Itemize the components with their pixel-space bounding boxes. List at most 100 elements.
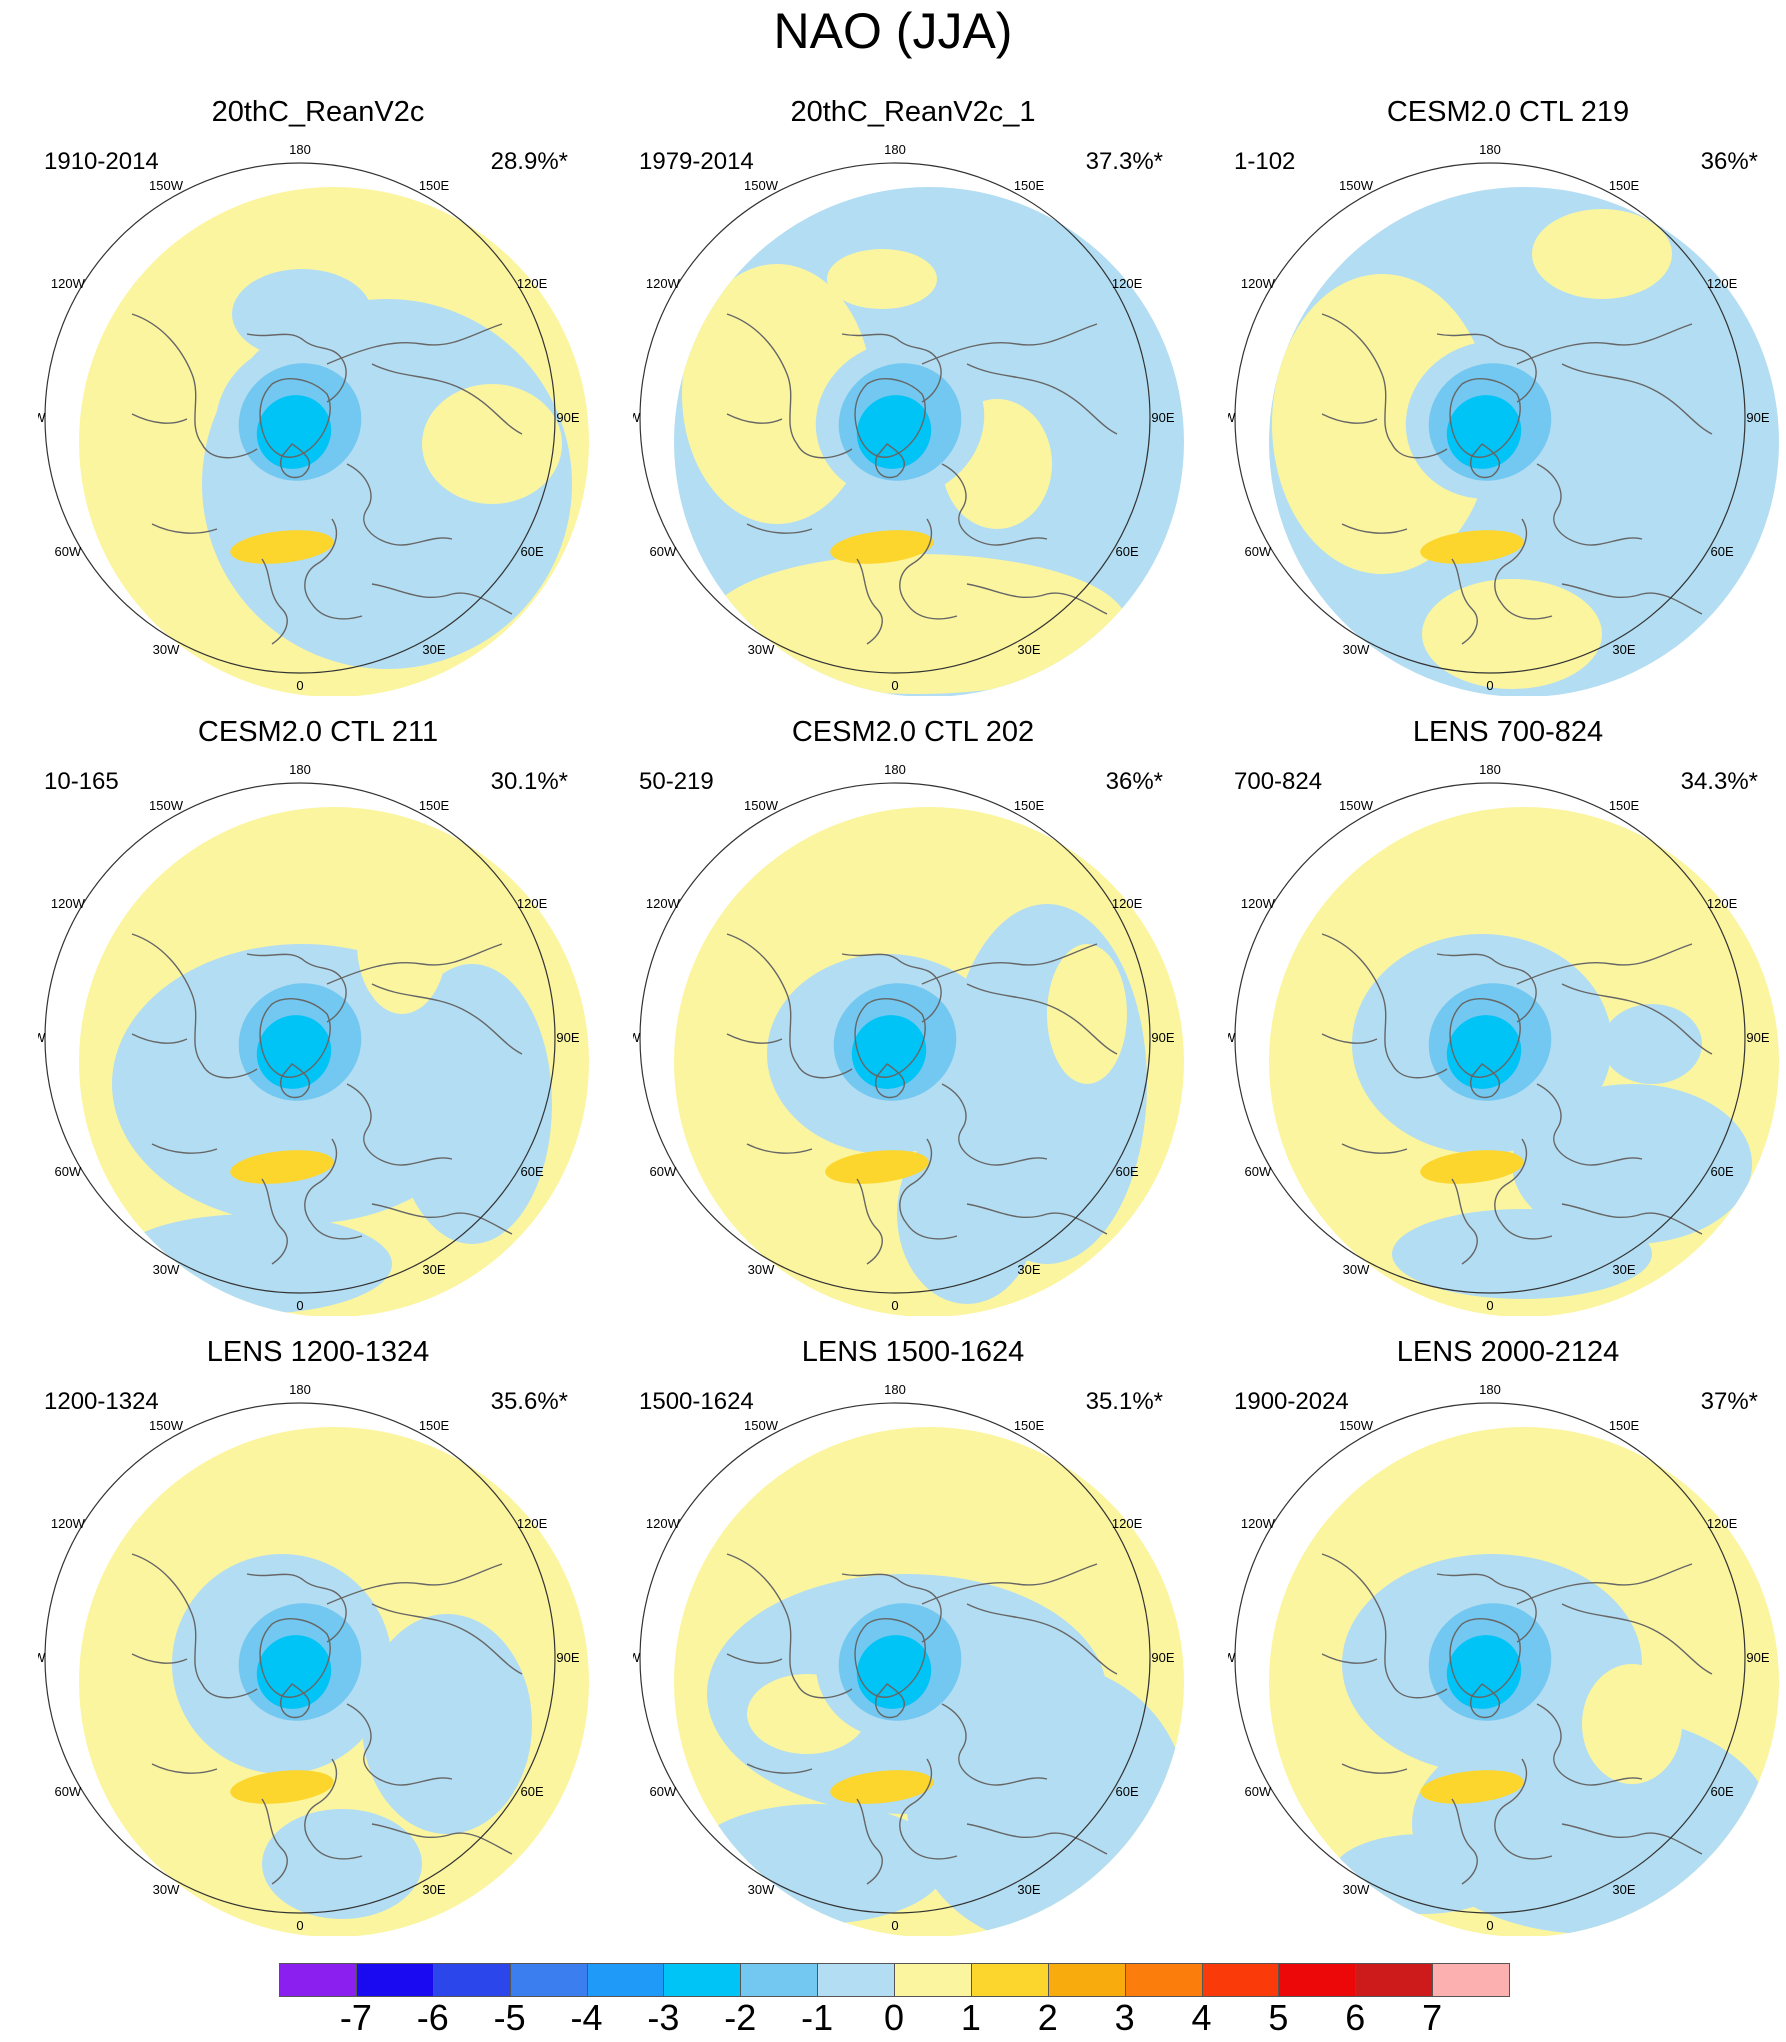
anomaly-region [1392, 1209, 1652, 1299]
longitude-label: 180 [289, 762, 311, 777]
polar-map: 180 150E 120E 90E 60E 30E 0 30W 60W 90W 120W 150W [1228, 142, 1779, 696]
panel-title: CESM2.0 CTL 211 [197, 716, 439, 748]
coastlines [1321, 1553, 1713, 1885]
panel-period: 700-824 [1234, 768, 1323, 795]
anomaly-region [1582, 1664, 1682, 1784]
explained-variance: 37.3%* [1085, 148, 1163, 175]
coastlines [1321, 313, 1713, 645]
longitude-label: 60E [1116, 544, 1139, 559]
panel-title: CESM2.0 CTL 202 [791, 716, 1035, 748]
longitude-label: 60W [55, 544, 82, 559]
colorbar-segment [1047, 1963, 1126, 1997]
map-panel: LENS 1200-1324 1200-1324 35.6%* 180 150E 120E… [38, 1336, 598, 1936]
colorbar-tick-label: 1 [960, 1997, 981, 2038]
explained-variance: 34.3%* [1680, 768, 1758, 795]
longitude-label: 150E [1609, 798, 1640, 813]
longitude-label: 30W [748, 642, 775, 657]
longitude-label: 30E [1612, 1262, 1635, 1277]
longitude-label: 0 [891, 678, 898, 693]
anomaly-region [1272, 274, 1492, 574]
longitude-label: 90E [1151, 410, 1174, 425]
colorbar-tick-label: 5 [1268, 1997, 1289, 2038]
positive-anomaly-region [1420, 1770, 1524, 1804]
map-panel: LENS 1500-1624 1500-1624 35.1%* 180 150E 120E… [633, 1336, 1193, 1936]
panel-period: 50-219 [639, 768, 714, 795]
colorbar-tick-label: -1 [801, 1997, 834, 2038]
negative-anomaly-region [856, 1635, 932, 1709]
longitude-label: 0 [296, 1918, 303, 1933]
explained-variance: 36%* [1700, 148, 1758, 175]
longitude-label: 180 [1479, 142, 1501, 157]
longitude-label: 30E [422, 1882, 445, 1897]
map-panel: CESM2.0 CTL 202 50-219 36%* 180 150E 120E 90E 6… [633, 716, 1193, 1316]
negative-anomaly-region [1446, 395, 1522, 469]
longitude-label: 90W [1228, 1650, 1236, 1665]
longitude-label: 60E [1116, 1164, 1139, 1179]
colorbar-tick-label: 0 [883, 1997, 905, 2038]
map-panel: LENS 2000-2124 1900-2024 37%* 180 150E 120E 90… [1228, 1336, 1786, 1936]
figure-title: NAO (JJA) [773, 3, 1013, 59]
coastlines [726, 313, 1118, 645]
longitude-label: 60E [1711, 544, 1734, 559]
longitude-label: 30E [422, 642, 445, 657]
longitude-label: 30W [153, 1262, 180, 1277]
colorbar-segment [1432, 1963, 1510, 1997]
colorbar-segment [663, 1963, 742, 1997]
longitude-label: 120E [1112, 896, 1143, 911]
panel-title: LENS 700-824 [1412, 716, 1604, 748]
polar-map: 180 150E 120E 90E 60E 30E 0 30W 60W 90W 120W 150W [38, 1382, 589, 1936]
colorbar-tick-label: -5 [493, 1997, 526, 2038]
explained-variance: 35.1%* [1085, 1388, 1163, 1415]
coastlines [726, 933, 1118, 1265]
longitude-label: 30E [422, 1262, 445, 1277]
positive-anomaly-region [830, 1770, 934, 1804]
negative-anomaly-region [256, 1015, 332, 1089]
longitude-label: 30W [153, 1882, 180, 1897]
anomaly-region [232, 269, 372, 359]
polar-map: 180 150E 120E 90E 60E 30E 0 30W 60W 90W 120W 150W [1228, 1382, 1779, 1936]
polar-map: 180 150E 120E 90E 60E 30E 0 30W 60W 90W 120W 150W [633, 1382, 1184, 1936]
colorbar-segment [1278, 1963, 1357, 1997]
map-panel: 20thC_ReanV2c_1 1979-2014 37.3%* 180 150E 120… [633, 96, 1193, 696]
longitude-label: 30E [1017, 1882, 1040, 1897]
longitude-label: 30W [1343, 642, 1370, 657]
longitude-label: 180 [1479, 1382, 1501, 1397]
map-boundary [639, 162, 1151, 674]
map-panel: CESM2.0 CTL 219 1-102 36%* 180 150E 120E 90E 60… [1228, 96, 1786, 696]
longitude-label: 180 [289, 142, 311, 157]
longitude-label: 60W [650, 1784, 677, 1799]
anomaly-region [1047, 944, 1127, 1084]
polar-map: 180 150E 120E 90E 60E 30E 0 30W 60W 90W 120W 150W [38, 762, 589, 1316]
longitude-label: 90E [1746, 1030, 1769, 1045]
longitude-label: 0 [1486, 678, 1493, 693]
positive-anomaly-region [1420, 530, 1524, 564]
colorbar-segment [279, 1963, 357, 1997]
polar-map: 180 150E 120E 90E 60E 30E 0 30W 60W 90W 120W 150W [633, 142, 1184, 696]
positive-anomaly-region [1420, 1150, 1524, 1184]
panel-title: 20thC_ReanV2c_1 [790, 96, 1036, 128]
longitude-label: 150W [1339, 1418, 1374, 1433]
longitude-label: 180 [1479, 762, 1501, 777]
longitude-label: 150W [1339, 798, 1374, 813]
coastlines [1321, 933, 1713, 1265]
anomaly-region [392, 964, 552, 1244]
longitude-label: 150E [419, 178, 450, 193]
colorbar-tick-label: -7 [339, 1997, 372, 2038]
positive-anomaly-region [230, 1150, 334, 1184]
map-panel: CESM2.0 CTL 211 10-165 30.1%* 180 150E 120E 90… [38, 716, 598, 1316]
longitude-label: 60W [650, 544, 677, 559]
colorbar-tick-label: 6 [1345, 1997, 1366, 2038]
colorbar [279, 1963, 1510, 1997]
longitude-label: 150W [149, 178, 184, 193]
longitude-label: 0 [296, 1298, 303, 1313]
colorbar-tick-label: 2 [1037, 1997, 1058, 2038]
longitude-label: 120W [51, 896, 86, 911]
colorbar-tick-label: -6 [416, 1997, 449, 2038]
longitude-label: 150E [1609, 178, 1640, 193]
longitude-label: 90E [1151, 1030, 1174, 1045]
longitude-label: 150E [1014, 1418, 1045, 1433]
explained-variance: 37%* [1700, 1388, 1758, 1415]
longitude-label: 60E [521, 544, 544, 559]
longitude-label: 120W [1241, 276, 1276, 291]
longitude-label: 60E [1116, 1784, 1139, 1799]
